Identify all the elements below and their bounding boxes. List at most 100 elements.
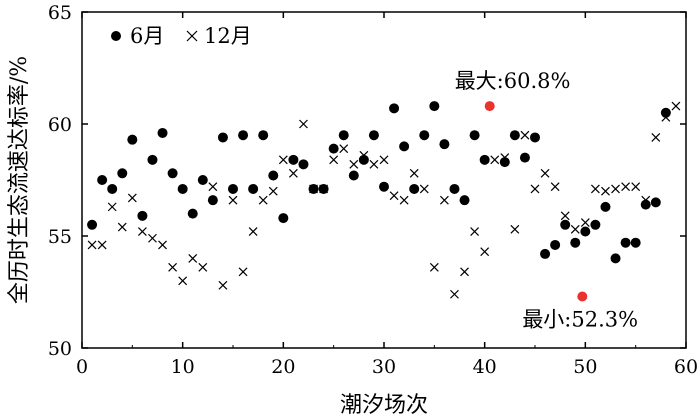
data-point-series-1 [389, 103, 400, 114]
data-point-series-1 [379, 181, 389, 192]
data-point-series-1 [469, 130, 480, 141]
x-tick-label: 50 [573, 356, 597, 378]
y-axis-label: 全历时生态流速达标率/% [7, 56, 32, 304]
data-point-series-2 [590, 184, 600, 194]
data-point-series-2 [208, 182, 218, 192]
legend-cross [186, 30, 198, 42]
legend-marker-series-2 [186, 30, 198, 42]
data-point-series-1 [258, 130, 269, 141]
data-point-series-2 [117, 222, 127, 232]
data-point-series-1 [580, 226, 591, 237]
data-point-series-2 [460, 267, 469, 277]
data-point-series-1 [368, 130, 379, 141]
data-point-series-1 [348, 170, 359, 181]
data-point-series-2 [621, 182, 631, 192]
data-point-series-2 [450, 289, 459, 299]
data-point-series-2 [570, 224, 580, 234]
legend: 6月 12月 [111, 24, 252, 48]
data-point-series-2 [148, 233, 157, 243]
data-point-series-2 [399, 195, 409, 205]
y-tick-label: 65 [48, 2, 72, 24]
plot-frame [81, 11, 687, 349]
data-point-series-2 [520, 130, 530, 140]
x-axis-label: 潮汐场次 [340, 393, 428, 418]
data-point-series-1 [640, 199, 651, 210]
data-point-series-1 [429, 101, 440, 112]
data-point-series-1 [298, 159, 309, 170]
data-point-series-2 [127, 193, 137, 203]
data-point-series-2 [158, 240, 167, 250]
data-point-series-1 [399, 141, 410, 152]
data-point-series-1 [217, 132, 228, 143]
data-point-series-1 [519, 152, 530, 163]
data-point-series-1 [147, 154, 158, 165]
x-tick-label: 20 [271, 356, 295, 378]
legend-marker-series-1 [111, 31, 121, 41]
data-point-series-2 [510, 224, 520, 234]
data-point-series-1 [228, 183, 238, 194]
data-point-series-2 [641, 195, 651, 205]
y-tick-label: 55 [48, 226, 72, 248]
data-point-series-1 [338, 130, 349, 141]
annotation-marker-2 [577, 291, 588, 302]
data-point-series-1 [449, 183, 460, 194]
data-point-series-2 [198, 262, 208, 272]
data-point-series-2 [500, 153, 510, 163]
data-point-series-1 [439, 139, 450, 150]
data-point-series-1 [550, 239, 561, 250]
data-point-series-2 [490, 155, 500, 165]
data-point-series-2 [339, 144, 349, 154]
data-point-series-2 [309, 184, 318, 194]
data-point-series-2 [178, 276, 188, 286]
data-point-series-2 [168, 262, 178, 272]
data-point-series-1 [409, 183, 420, 194]
data-point-series-2 [671, 101, 681, 111]
data-point-series-1 [590, 219, 601, 230]
data-point-series-1 [650, 197, 661, 208]
data-point-series-1 [600, 201, 611, 212]
x-tick-label: 30 [372, 356, 396, 378]
data-point-series-1 [187, 208, 198, 219]
data-point-series-2 [631, 182, 641, 192]
data-point-series-2 [530, 184, 540, 194]
data-point-series-1 [157, 127, 168, 138]
data-point-series-2 [550, 182, 560, 192]
data-point-series-2 [560, 211, 570, 221]
data-point-series-2 [228, 195, 238, 205]
data-point-series-2 [480, 247, 490, 257]
data-point-series-1 [288, 154, 299, 165]
data-point-series-2 [651, 133, 661, 142]
data-point-series-1 [107, 183, 118, 194]
data-point-series-1 [278, 213, 289, 224]
x-tick-label: 0 [76, 356, 88, 378]
y-tick-label: 50 [48, 338, 72, 360]
data-point-series-1 [479, 154, 490, 165]
data-point-series-2 [329, 155, 339, 165]
data-point-series-1 [509, 130, 520, 141]
data-point-series-2 [238, 267, 248, 277]
data-point-series-2 [580, 218, 590, 227]
data-point-series-1 [620, 237, 631, 248]
data-point-series-1 [560, 219, 571, 230]
data-point-series-2 [349, 159, 359, 169]
data-point-series-2 [359, 150, 369, 160]
data-point-series-2 [299, 119, 308, 129]
data-point-series-2 [97, 240, 107, 250]
data-point-series-2 [429, 262, 439, 272]
axis-ticks: 0 10 20 30 40 50 60 50 55 60 65 [48, 2, 698, 378]
data-point-series-1 [419, 130, 430, 141]
data-point-series-1 [660, 107, 671, 118]
data-point-series-1 [268, 170, 279, 181]
data-point-series-2 [278, 155, 288, 165]
data-point-series-2 [389, 191, 399, 201]
data-point-series-2 [137, 227, 147, 236]
x-tick-label: 40 [473, 356, 497, 378]
data-point-series-1 [167, 168, 178, 179]
data-point-series-1 [630, 237, 641, 248]
data-point-series-1 [197, 175, 208, 185]
data-point-series-2 [439, 195, 449, 205]
data-point-series-2 [470, 227, 480, 236]
data-point-series-2 [369, 159, 379, 169]
data-point-series-1 [207, 195, 218, 206]
